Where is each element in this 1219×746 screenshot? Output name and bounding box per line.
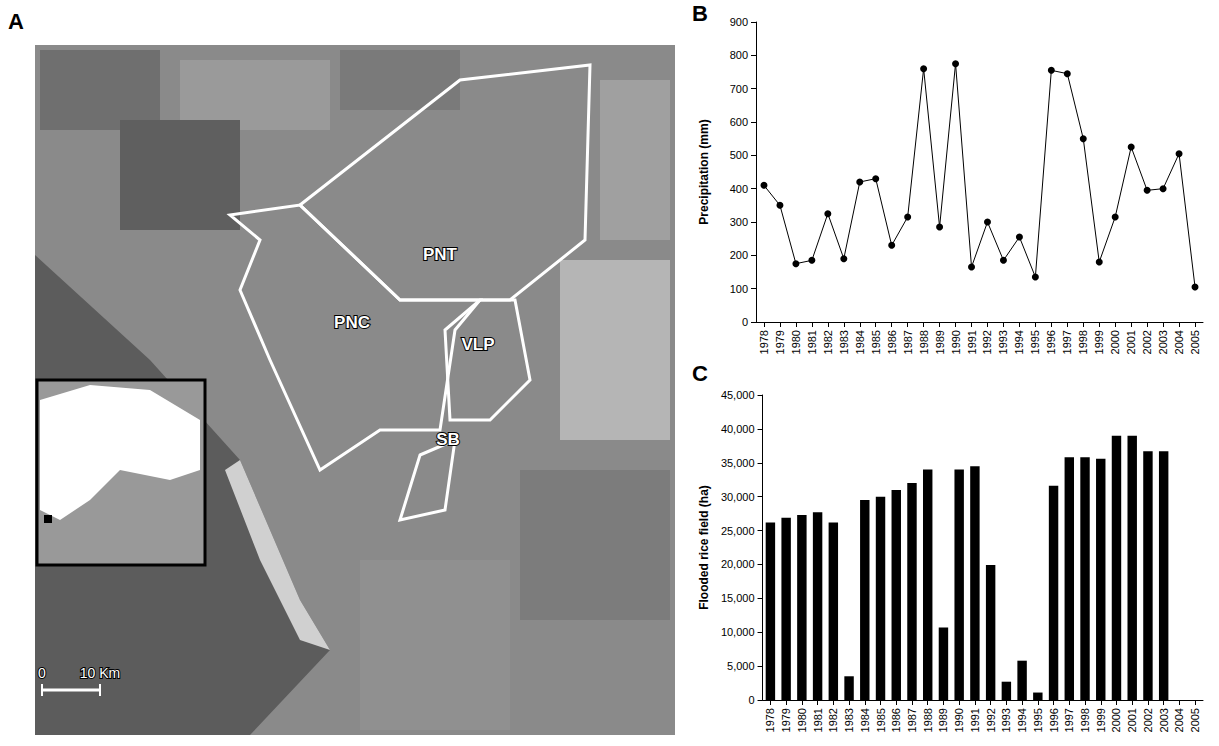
svg-text:1993: 1993: [1000, 708, 1012, 732]
svg-text:1994: 1994: [1016, 708, 1028, 732]
svg-text:1998: 1998: [1079, 708, 1091, 732]
svg-text:1998: 1998: [1077, 330, 1089, 354]
svg-text:600: 600: [730, 116, 748, 128]
svg-text:2001: 2001: [1125, 330, 1137, 354]
svg-text:1979: 1979: [774, 330, 786, 354]
svg-text:1982: 1982: [822, 330, 834, 354]
svg-text:35,000: 35,000: [721, 457, 755, 469]
svg-text:5,000: 5,000: [727, 660, 755, 672]
svg-text:300: 300: [730, 216, 748, 228]
svg-text:1983: 1983: [843, 708, 855, 732]
svg-text:1994: 1994: [1013, 330, 1025, 354]
svg-text:200: 200: [730, 249, 748, 261]
svg-text:40,000: 40,000: [721, 423, 755, 435]
svg-text:1986: 1986: [890, 708, 902, 732]
svg-text:PNC: PNC: [334, 313, 370, 332]
svg-text:700: 700: [730, 83, 748, 95]
svg-text:1980: 1980: [796, 708, 808, 732]
svg-text:1983: 1983: [838, 330, 850, 354]
svg-text:800: 800: [730, 49, 748, 61]
svg-text:1997: 1997: [1063, 708, 1075, 732]
svg-text:45,000: 45,000: [721, 389, 755, 401]
svg-text:2003: 2003: [1157, 330, 1169, 354]
svg-text:15,000: 15,000: [721, 592, 755, 604]
svg-text:1999: 1999: [1093, 330, 1105, 354]
svg-text:2002: 2002: [1141, 330, 1153, 354]
svg-text:20,000: 20,000: [721, 558, 755, 570]
svg-text:2003: 2003: [1158, 708, 1170, 732]
svg-text:SB: SB: [436, 430, 460, 449]
svg-text:2000: 2000: [1110, 708, 1122, 732]
svg-text:1981: 1981: [806, 330, 818, 354]
svg-text:0: 0: [742, 316, 748, 328]
svg-text:1978: 1978: [758, 330, 770, 354]
svg-text:1990: 1990: [950, 330, 962, 354]
svg-text:900: 900: [730, 16, 748, 28]
svg-text:1992: 1992: [981, 330, 993, 354]
svg-text:PNT: PNT: [423, 245, 458, 264]
svg-text:10 Km: 10 Km: [80, 665, 120, 681]
svg-text:Flooded rice field (ha): Flooded rice field (ha): [697, 485, 711, 610]
svg-text:1984: 1984: [859, 708, 871, 732]
svg-text:1995: 1995: [1032, 708, 1044, 732]
svg-text:1996: 1996: [1048, 708, 1060, 732]
svg-text:2002: 2002: [1142, 708, 1154, 732]
svg-text:2001: 2001: [1126, 708, 1138, 732]
svg-text:1992: 1992: [985, 708, 997, 732]
svg-text:1985: 1985: [875, 708, 887, 732]
svg-text:1999: 1999: [1095, 708, 1107, 732]
svg-text:500: 500: [730, 149, 748, 161]
svg-text:1991: 1991: [969, 708, 981, 732]
svg-text:25,000: 25,000: [721, 525, 755, 537]
svg-text:1995: 1995: [1029, 330, 1041, 354]
svg-text:1988: 1988: [918, 330, 930, 354]
svg-text:1990: 1990: [953, 708, 965, 732]
svg-text:100: 100: [730, 283, 748, 295]
svg-text:2005: 2005: [1189, 330, 1201, 354]
svg-text:VLP: VLP: [461, 335, 494, 354]
svg-text:1991: 1991: [966, 330, 978, 354]
html-text:B: B: [692, 1, 708, 26]
svg-text:400: 400: [730, 183, 748, 195]
svg-text:2005: 2005: [1189, 708, 1201, 732]
svg-text:0: 0: [38, 665, 46, 681]
svg-text:1996: 1996: [1045, 330, 1057, 354]
svg-text:1997: 1997: [1061, 330, 1073, 354]
svg-text:1988: 1988: [922, 708, 934, 732]
svg-text:1993: 1993: [997, 330, 1009, 354]
svg-text:1986: 1986: [886, 330, 898, 354]
svg-text:1979: 1979: [780, 708, 792, 732]
svg-text:0: 0: [748, 694, 754, 706]
svg-text:1987: 1987: [906, 708, 918, 732]
svg-text:2000: 2000: [1109, 330, 1121, 354]
svg-text:1981: 1981: [812, 708, 824, 732]
svg-text:1987: 1987: [902, 330, 914, 354]
svg-text:1984: 1984: [854, 330, 866, 354]
svg-text:1982: 1982: [827, 708, 839, 732]
svg-text:10,000: 10,000: [721, 626, 755, 638]
svg-text:1989: 1989: [934, 330, 946, 354]
svg-text:2004: 2004: [1173, 708, 1185, 732]
svg-text:2004: 2004: [1173, 330, 1185, 354]
svg-text:30,000: 30,000: [721, 491, 755, 503]
svg-text:Precipitation (mm): Precipitation (mm): [697, 119, 711, 224]
svg-text:1985: 1985: [870, 330, 882, 354]
svg-text:1978: 1978: [764, 708, 776, 732]
html-text:A: A: [8, 9, 24, 34]
svg-text:1989: 1989: [937, 708, 949, 732]
svg-text:1980: 1980: [790, 330, 802, 354]
html-text:C: C: [692, 361, 708, 386]
